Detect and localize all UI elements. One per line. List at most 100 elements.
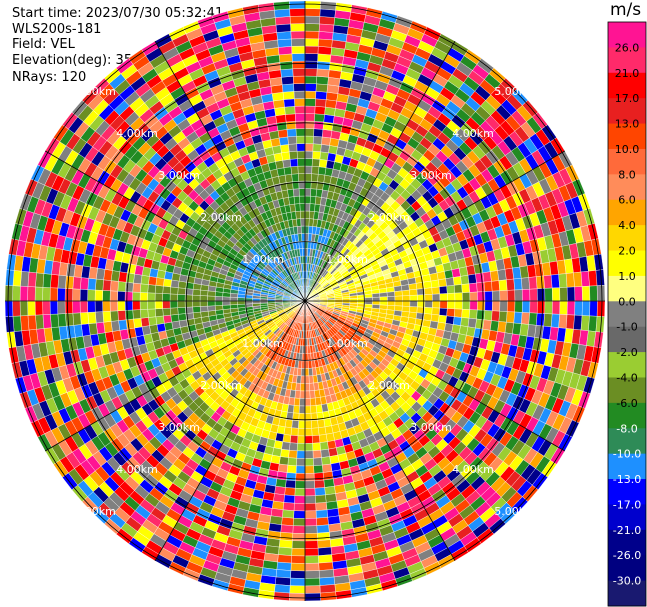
ppi-gate — [297, 158, 306, 167]
ppi-gate — [140, 283, 149, 293]
ppi-gate — [35, 272, 45, 288]
ppi-gate — [214, 305, 224, 311]
ppi-gate — [315, 83, 328, 93]
ppi-gate — [276, 167, 286, 177]
ppi-gate — [154, 292, 163, 302]
ppi-gate — [229, 300, 238, 306]
ppi-gate — [117, 281, 127, 292]
ppi-gate — [50, 313, 60, 328]
range-ring-label: 2.00km — [368, 379, 410, 392]
ppi-gate — [290, 23, 306, 32]
ppi-gate — [304, 450, 314, 459]
ppi-gate — [596, 300, 606, 317]
ppi-gate — [87, 300, 96, 313]
ppi-gate — [291, 548, 306, 557]
ppi-gate — [304, 218, 310, 227]
ppi-gate — [558, 314, 568, 329]
colorbar-tick-label: 13.0 — [615, 118, 640, 131]
ppi-gate — [423, 280, 432, 289]
ppi-gate — [140, 309, 149, 319]
ppi-gate — [469, 300, 478, 311]
ppi-gate — [307, 360, 313, 369]
ppi-gate — [304, 90, 317, 99]
ppi-gate — [310, 405, 317, 414]
ppi-gate — [27, 271, 37, 288]
ppi-gate — [57, 313, 67, 328]
ppi-gate — [312, 442, 321, 451]
ppi-gate — [148, 276, 157, 286]
ppi-gate — [316, 517, 329, 526]
ppi-gate — [462, 292, 471, 302]
ppi-gate — [294, 495, 306, 504]
ppi-gate — [12, 315, 22, 332]
ppi-gate — [34, 286, 44, 302]
ppi-gate — [469, 291, 478, 302]
ppi-gate — [300, 383, 306, 392]
ppi-gate — [304, 562, 320, 572]
range-ring-label: 3.00km — [410, 421, 452, 434]
ppi-gate — [295, 128, 306, 137]
ppi-gate — [589, 285, 598, 302]
ppi-gate — [304, 480, 315, 489]
ppi-gate — [438, 278, 447, 288]
ppi-gate — [281, 517, 294, 526]
ppi-gate — [409, 294, 418, 302]
ppi-gate — [522, 289, 531, 302]
ppi-gate — [110, 310, 119, 322]
ppi-gate — [514, 289, 523, 302]
ppi-gate — [244, 300, 253, 305]
ppi-gate — [12, 285, 21, 302]
ppi-gate — [132, 309, 142, 320]
ppi-gate — [462, 300, 471, 310]
ppi-gate — [278, 456, 289, 466]
ppi-gate — [304, 225, 310, 234]
ppi-gate — [304, 465, 315, 474]
colorbar-tick-label: 4.0 — [618, 219, 636, 232]
ppi-gate — [299, 398, 306, 407]
ppi-gate — [283, 166, 292, 176]
ppi-gate — [475, 272, 485, 284]
ppi-gate — [27, 286, 36, 302]
ppi-gate — [304, 353, 309, 362]
ppi-gate — [278, 546, 293, 556]
ppi-gate — [291, 53, 306, 62]
ppi-gate — [317, 53, 332, 63]
ppi-gate — [286, 121, 297, 130]
ppi-gate — [317, 61, 331, 70]
ppi-gate — [454, 292, 463, 302]
ppi-gate — [484, 291, 493, 302]
ppi-gate — [278, 53, 293, 63]
ppi-gate — [318, 159, 328, 168]
ppi-gate — [491, 310, 500, 322]
ppi-gate — [529, 288, 538, 302]
range-ring-label: 1.00km — [326, 253, 368, 266]
ppi-gate — [304, 135, 314, 144]
ppi-gate — [317, 174, 326, 183]
ppi-gate — [309, 382, 315, 392]
ppi-gate — [276, 121, 288, 131]
ppi-gate — [192, 300, 201, 308]
ppi-gate — [588, 315, 598, 332]
ppi-gate — [132, 300, 141, 311]
ppi-gate — [237, 300, 246, 305]
ppi-gate — [409, 306, 418, 313]
ppi-gate — [423, 313, 432, 322]
ppi-gate — [278, 174, 287, 184]
colorbar-title: m/s — [610, 0, 642, 20]
ppi-gate — [321, 456, 332, 466]
ppi-gate — [529, 300, 538, 314]
ppi-gate — [300, 375, 306, 384]
ppi-gate — [401, 284, 410, 291]
ppi-gate — [291, 540, 306, 549]
ppi-gate — [237, 303, 246, 309]
ppi-gate — [565, 314, 575, 330]
ppi-gate — [289, 577, 306, 587]
ppi-gate — [290, 166, 299, 175]
ppi-gate — [544, 287, 553, 302]
ppi-gate — [299, 390, 306, 399]
ppi-gate — [296, 150, 306, 159]
ppi-gate — [357, 297, 366, 302]
ppi-gate — [284, 487, 296, 496]
ppi-gate — [304, 120, 315, 129]
ppi-gate — [304, 38, 319, 47]
